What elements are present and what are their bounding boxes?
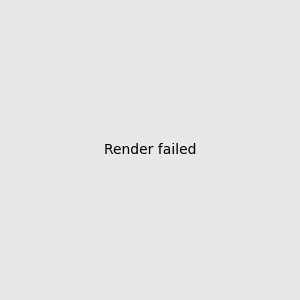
Text: Render failed: Render failed: [104, 143, 196, 157]
